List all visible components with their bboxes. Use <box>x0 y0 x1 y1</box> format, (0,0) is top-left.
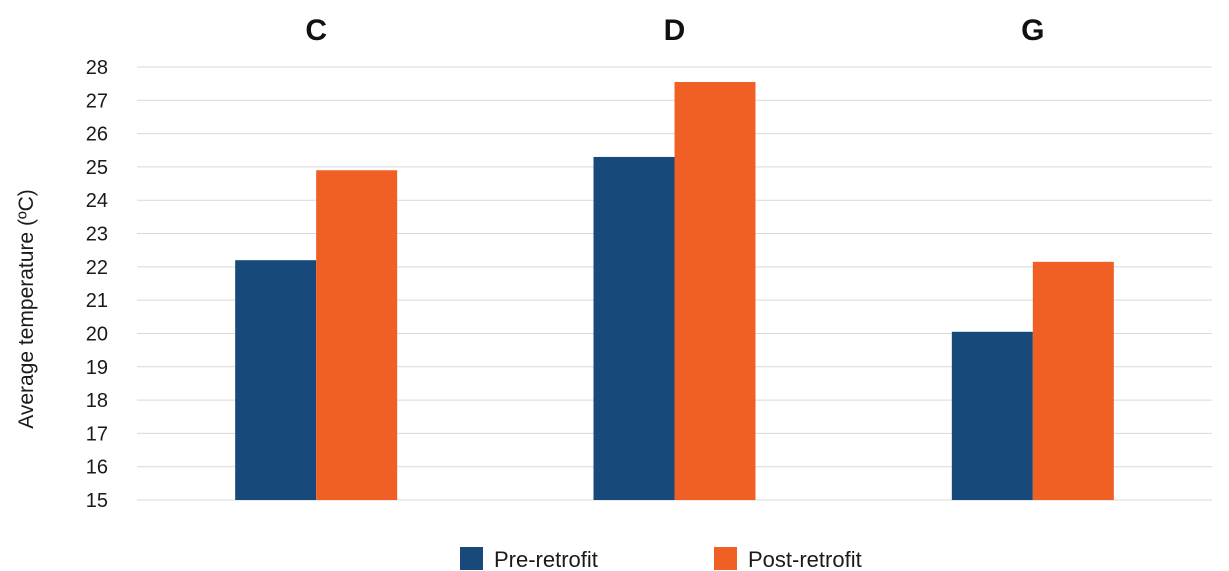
legend-label-pre-retrofit: Pre-retrofit <box>494 547 598 571</box>
legend-label-post-retrofit: Post-retrofit <box>748 547 862 571</box>
legend-swatch-pre-retrofit <box>460 547 483 570</box>
y-tick-label: 25 <box>86 157 108 179</box>
y-tick-label: 19 <box>86 357 108 379</box>
legend-swatch-post-retrofit <box>714 547 737 570</box>
y-axis-title: Average temperature (ºC) <box>15 189 38 429</box>
y-tick-label: 20 <box>86 323 108 345</box>
bar-post-retrofit-d <box>674 81 756 500</box>
category-label-g: G <box>1021 14 1044 47</box>
y-tick-label: 28 <box>86 57 108 79</box>
y-tick-label: 22 <box>86 257 108 279</box>
y-axis-ticks: 15 16 17 18 19 20 21 22 23 24 25 26 27 28 <box>86 57 108 512</box>
y-tick-label: 21 <box>86 290 108 312</box>
y-tick-label: 18 <box>86 390 108 412</box>
y-tick-label: 17 <box>86 423 108 445</box>
category-label-d: D <box>664 14 686 47</box>
bar-pre-retrofit-d <box>593 156 675 500</box>
bar-post-retrofit-g <box>1032 261 1114 500</box>
bar-post-retrofit-c <box>316 170 398 500</box>
y-tick-label: 16 <box>86 457 108 479</box>
bar-pre-retrofit-g <box>951 331 1033 500</box>
y-tick-label: 23 <box>86 224 108 246</box>
y-tick-label: 15 <box>86 490 108 512</box>
bar-pre-retrofit-c <box>235 260 317 500</box>
y-tick-label: 27 <box>86 90 108 112</box>
category-label-c: C <box>305 14 327 47</box>
bars <box>235 81 1114 500</box>
y-tick-label: 24 <box>86 190 108 212</box>
legend: Pre-retrofit Post-retrofit <box>460 547 862 571</box>
y-tick-label: 26 <box>86 124 108 146</box>
